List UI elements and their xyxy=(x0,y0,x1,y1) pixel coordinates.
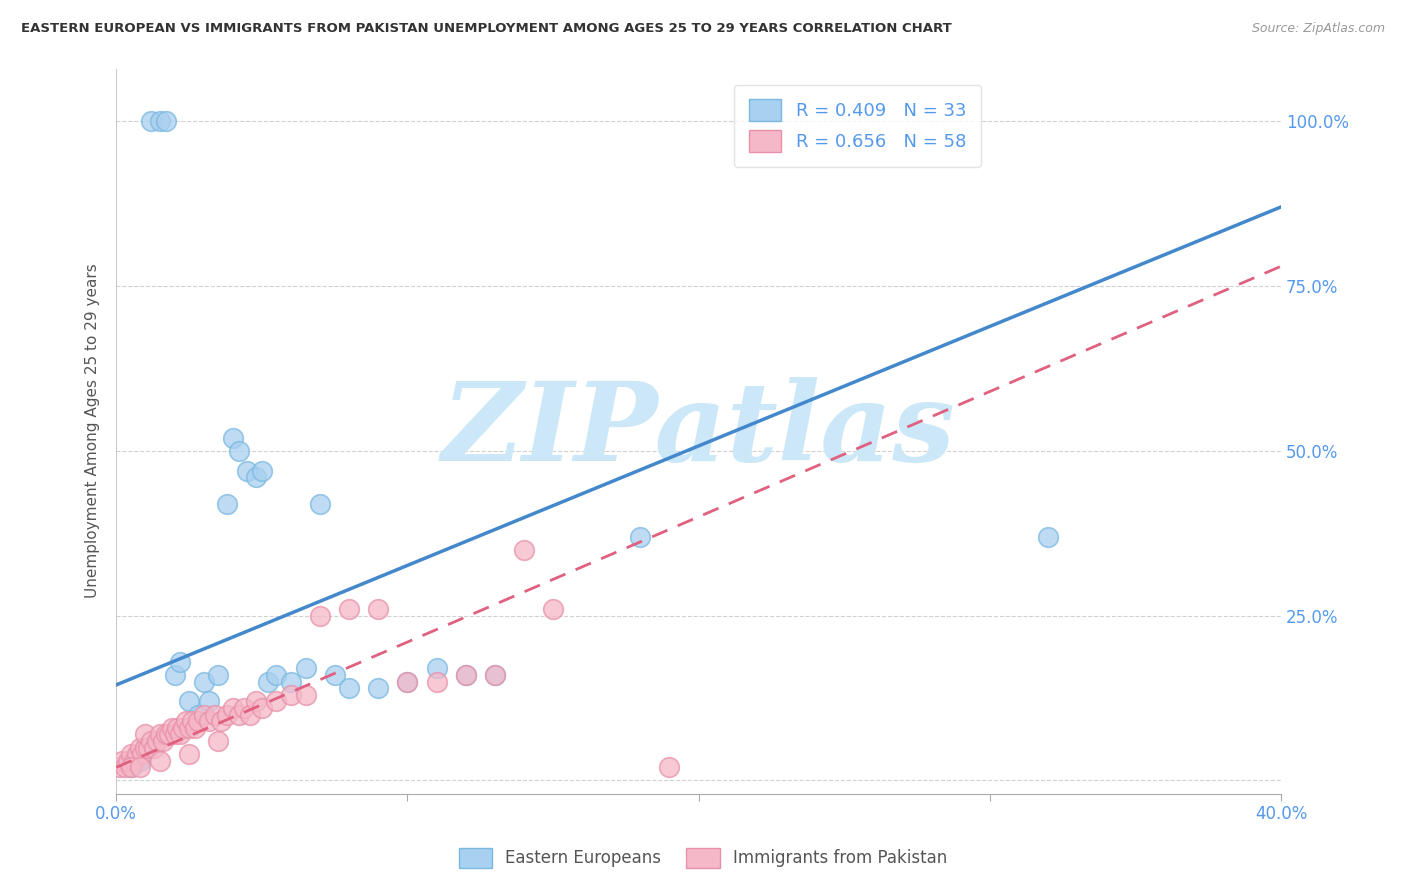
Point xyxy=(187,714,209,728)
Point xyxy=(177,747,200,761)
Point xyxy=(120,747,142,761)
Point xyxy=(484,668,506,682)
Point xyxy=(136,740,159,755)
Point xyxy=(120,760,142,774)
Point xyxy=(117,754,139,768)
Point xyxy=(215,497,238,511)
Point xyxy=(513,542,536,557)
Point xyxy=(193,707,215,722)
Point xyxy=(280,688,302,702)
Y-axis label: Unemployment Among Ages 25 to 29 years: Unemployment Among Ages 25 to 29 years xyxy=(86,264,100,599)
Point xyxy=(367,602,389,616)
Text: EASTERN EUROPEAN VS IMMIGRANTS FROM PAKISTAN UNEMPLOYMENT AMONG AGES 25 TO 29 YE: EASTERN EUROPEAN VS IMMIGRANTS FROM PAKI… xyxy=(21,22,952,36)
Point xyxy=(209,714,232,728)
Point xyxy=(207,668,229,682)
Point xyxy=(541,602,564,616)
Point xyxy=(149,114,172,128)
Point xyxy=(134,727,156,741)
Point xyxy=(425,661,447,675)
Point xyxy=(146,734,169,748)
Point xyxy=(166,721,188,735)
Point xyxy=(193,674,215,689)
Text: Source: ZipAtlas.com: Source: ZipAtlas.com xyxy=(1251,22,1385,36)
Point xyxy=(163,668,186,682)
Point xyxy=(143,740,166,755)
Point xyxy=(222,431,245,445)
Point xyxy=(128,740,150,755)
Point xyxy=(245,470,267,484)
Point xyxy=(108,760,131,774)
Point xyxy=(128,754,150,768)
Point xyxy=(266,668,288,682)
Point xyxy=(245,694,267,708)
Point xyxy=(396,674,419,689)
Point xyxy=(160,721,183,735)
Point xyxy=(309,497,332,511)
Point xyxy=(184,721,207,735)
Point xyxy=(337,602,360,616)
Point xyxy=(396,674,419,689)
Point xyxy=(198,714,221,728)
Point xyxy=(323,668,346,682)
Point xyxy=(111,754,134,768)
Point xyxy=(128,760,150,774)
Point xyxy=(215,707,238,722)
Point xyxy=(163,727,186,741)
Point xyxy=(236,464,259,478)
Point xyxy=(280,674,302,689)
Point xyxy=(658,760,681,774)
Point xyxy=(134,740,156,755)
Point xyxy=(172,721,194,735)
Point xyxy=(122,754,145,768)
Point xyxy=(204,707,226,722)
Point xyxy=(177,721,200,735)
Point xyxy=(120,760,142,774)
Point xyxy=(141,734,163,748)
Point xyxy=(628,530,651,544)
Point xyxy=(157,727,180,741)
Point xyxy=(207,734,229,748)
Point xyxy=(187,707,209,722)
Point xyxy=(454,668,477,682)
Point xyxy=(425,674,447,689)
Point xyxy=(454,668,477,682)
Point xyxy=(149,754,172,768)
Point xyxy=(228,707,250,722)
Point xyxy=(484,668,506,682)
Point xyxy=(141,114,163,128)
Point xyxy=(177,694,200,708)
Point xyxy=(256,674,278,689)
Point xyxy=(114,760,136,774)
Point xyxy=(367,681,389,696)
Point xyxy=(125,747,148,761)
Point xyxy=(169,727,191,741)
Point xyxy=(174,714,197,728)
Point xyxy=(294,688,316,702)
Point xyxy=(1036,530,1059,544)
Point xyxy=(250,464,273,478)
Point xyxy=(131,747,153,761)
Point xyxy=(198,694,221,708)
Point xyxy=(228,443,250,458)
Legend: Eastern Europeans, Immigrants from Pakistan: Eastern Europeans, Immigrants from Pakis… xyxy=(453,841,953,875)
Point xyxy=(233,701,256,715)
Point xyxy=(134,740,156,755)
Text: ZIPatlas: ZIPatlas xyxy=(441,377,956,485)
Point xyxy=(222,701,245,715)
Point xyxy=(239,707,262,722)
Point xyxy=(155,727,177,741)
Point xyxy=(337,681,360,696)
Point xyxy=(152,734,174,748)
Point xyxy=(169,655,191,669)
Legend: R = 0.409   N = 33, R = 0.656   N = 58: R = 0.409 N = 33, R = 0.656 N = 58 xyxy=(734,85,981,167)
Point xyxy=(309,608,332,623)
Point xyxy=(155,114,177,128)
Point xyxy=(149,727,172,741)
Point xyxy=(266,694,288,708)
Point xyxy=(250,701,273,715)
Point xyxy=(294,661,316,675)
Point xyxy=(181,714,204,728)
